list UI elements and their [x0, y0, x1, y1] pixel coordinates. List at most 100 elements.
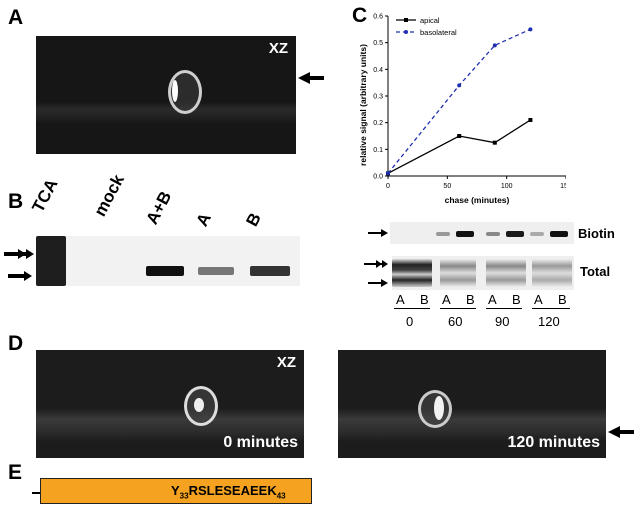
blot-lane-label: A: [442, 292, 451, 307]
biotin-band: [436, 232, 450, 236]
x-tick-label: 50: [443, 183, 451, 190]
data-point-basolateral: [492, 43, 497, 48]
caption-0-minutes: 0 minutes: [223, 434, 298, 451]
gel-band-b: [250, 266, 290, 276]
time-label: 60: [448, 314, 463, 329]
seq-end-sub: 43: [276, 491, 286, 501]
cell-signal: [418, 390, 452, 428]
sequence-box: Y33RSLESEAEEK43: [40, 478, 312, 504]
y-tick-label: 0.3: [373, 94, 383, 101]
chart-axes: [387, 16, 566, 177]
blot-lane-label: B: [558, 292, 567, 307]
blot-lane-label: B: [512, 292, 521, 307]
data-point-basolateral: [386, 171, 390, 176]
chart-series: [386, 27, 533, 176]
panel-letter-a: A: [8, 6, 24, 29]
sequence-tick: [32, 492, 40, 494]
double-arrow-icon: [4, 249, 34, 259]
gel-band-a: [198, 267, 234, 275]
arrow-right-icon: [8, 271, 32, 281]
data-point-apical: [528, 118, 533, 122]
legend-label: basolateral: [420, 28, 457, 37]
panel-d-micrograph-0min: XZ 0 minutes: [36, 350, 304, 458]
y-tick-label: 0.6: [373, 14, 383, 21]
panel-letter-d: D: [8, 332, 24, 355]
y-tick-label: 0.1: [373, 147, 383, 154]
lane-label-mock: mock: [90, 171, 128, 220]
view-label-xz: XZ: [276, 354, 296, 371]
cell-layer-band: [338, 408, 606, 442]
cell-layer-band: [36, 102, 296, 124]
cell-signal-bright: [194, 398, 204, 412]
time-group-line: [440, 308, 476, 309]
seq-start-sub: 33: [179, 491, 189, 501]
time-group-line: [394, 308, 430, 309]
time-label: 0: [406, 314, 414, 329]
biotin-band: [530, 232, 544, 236]
x-tick-label: 100: [501, 183, 513, 190]
biotin-band: [506, 231, 524, 237]
y-tick-label: 0.0: [373, 174, 383, 181]
total-band-0: [392, 259, 432, 287]
legend-marker: [404, 30, 408, 34]
blot-lane-label: A: [396, 292, 405, 307]
chart-ticks: 0 50 100 150 0.0 0.1 0.2 0.3 0.4 0.5 0.6: [373, 14, 566, 190]
series-line-apical: [387, 119, 531, 174]
data-point-apical: [457, 134, 462, 138]
legend-marker: [404, 18, 408, 22]
cell-signal-bright: [172, 80, 178, 102]
seq-start: Y: [171, 483, 180, 498]
time-label: 120: [538, 314, 560, 329]
lane-label-b: B: [242, 209, 265, 230]
biotin-band: [456, 231, 474, 237]
panel-a-micrograph: XZ: [36, 36, 296, 154]
cell-layer-band: [36, 408, 304, 442]
panel-letter-b: B: [8, 190, 24, 213]
y-tick-label: 0.2: [373, 120, 383, 127]
caption-120-minutes: 120 minutes: [507, 434, 600, 451]
seq-body: RSLESEAEEK: [188, 483, 277, 498]
cell-signal-bright: [434, 396, 444, 420]
lane-label-tca: TCA: [28, 175, 62, 216]
blot-lane-label: B: [466, 292, 475, 307]
panel-d-micrograph-120min: 120 minutes: [338, 350, 606, 458]
blot-lane-label: A: [488, 292, 497, 307]
x-tick-label: 0: [386, 183, 390, 190]
blot-lane-label: B: [420, 292, 429, 307]
time-label: 90: [495, 314, 510, 329]
view-label-xz: XZ: [268, 40, 288, 57]
gel-band-a-plus-b: [146, 266, 184, 276]
gel-band-tca: [36, 236, 66, 286]
chart-legend: apical basolateral: [396, 16, 457, 37]
double-arrow-icon: [364, 260, 388, 268]
panel-c-chart: 0 50 100 150 0.0 0.1 0.2 0.3 0.4 0.5 0.6 apical bas…: [358, 14, 566, 205]
biotin-band: [550, 231, 568, 237]
biotin-label: Biotin: [578, 226, 615, 241]
total-label: Total: [580, 264, 611, 279]
legend-label: apical: [420, 16, 440, 25]
y-tick-label: 0.5: [373, 40, 383, 47]
lane-label-a: A: [192, 209, 215, 230]
x-tick-label: 150: [560, 183, 566, 190]
y-tick-label: 0.4: [373, 67, 383, 74]
panel-letter-c: C: [352, 4, 368, 27]
time-group-line: [532, 308, 570, 309]
sequence-text: Y33RSLESEAEEK43: [171, 483, 286, 501]
biotin-blot: [390, 222, 574, 244]
blot-lane-label: A: [534, 292, 543, 307]
data-point-apical: [492, 140, 497, 145]
arrow-left-icon: [298, 72, 324, 84]
total-blot: [392, 256, 574, 290]
chart-ylabel: relative signal (arbitrary units): [358, 44, 368, 166]
arrow-left-icon: [608, 426, 634, 438]
total-band-60: [440, 259, 476, 287]
lane-label-a-plus-b: A+B: [142, 188, 176, 228]
series-line-basolateral: [387, 28, 531, 174]
data-point-basolateral: [457, 83, 462, 88]
total-band-90: [486, 259, 526, 287]
time-group-line: [486, 308, 522, 309]
chart-xlabel: chase (minutes): [445, 195, 510, 205]
arrow-right-icon: [368, 229, 388, 237]
panel-letter-e: E: [8, 461, 23, 484]
data-point-basolateral: [528, 27, 533, 32]
